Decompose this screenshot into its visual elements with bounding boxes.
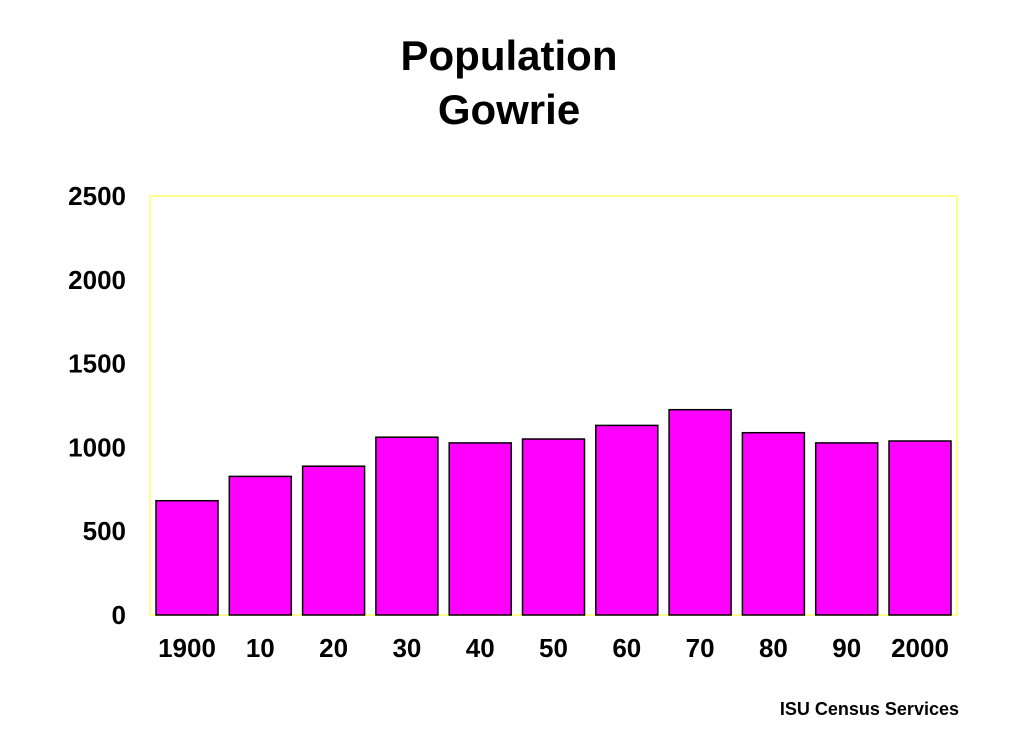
bar bbox=[595, 424, 659, 616]
x-tick-label: 60 bbox=[612, 633, 641, 663]
y-tick-label: 2000 bbox=[68, 265, 126, 295]
bar bbox=[521, 438, 586, 616]
x-axis-tick-labels: 1900 10 20 30 40 50 60 70 80 90 2000 bbox=[158, 633, 949, 663]
x-tick-label: 80 bbox=[759, 633, 788, 663]
chart-title-line-2: Gowrie bbox=[438, 86, 580, 133]
x-tick-label: 30 bbox=[392, 633, 421, 663]
x-tick-label: 40 bbox=[466, 633, 495, 663]
bar bbox=[888, 440, 952, 616]
bar bbox=[375, 436, 439, 616]
bars-group bbox=[155, 408, 952, 616]
x-tick-label: 90 bbox=[832, 633, 861, 663]
chart-title-line-1: Population bbox=[401, 32, 618, 79]
x-tick-label: 20 bbox=[319, 633, 348, 663]
bar bbox=[155, 499, 219, 616]
y-axis-tick-labels: 0 500 1000 1500 2000 2500 bbox=[68, 181, 126, 630]
bar bbox=[301, 465, 366, 616]
y-tick-label: 0 bbox=[112, 600, 126, 630]
x-tick-label: 50 bbox=[539, 633, 568, 663]
bar bbox=[668, 408, 732, 616]
bar bbox=[448, 442, 512, 616]
y-tick-label: 2500 bbox=[68, 181, 126, 211]
x-tick-label: 2000 bbox=[891, 633, 949, 663]
source-credit: ISU Census Services bbox=[779, 699, 959, 719]
y-tick-label: 1000 bbox=[68, 432, 126, 462]
x-tick-label: 70 bbox=[686, 633, 715, 663]
x-tick-label: 1900 bbox=[158, 633, 216, 663]
bar bbox=[741, 431, 806, 616]
y-tick-label: 500 bbox=[83, 516, 126, 546]
x-tick-label: 10 bbox=[246, 633, 275, 663]
y-tick-label: 1500 bbox=[68, 349, 126, 379]
bar bbox=[814, 442, 879, 616]
bar bbox=[228, 475, 293, 616]
